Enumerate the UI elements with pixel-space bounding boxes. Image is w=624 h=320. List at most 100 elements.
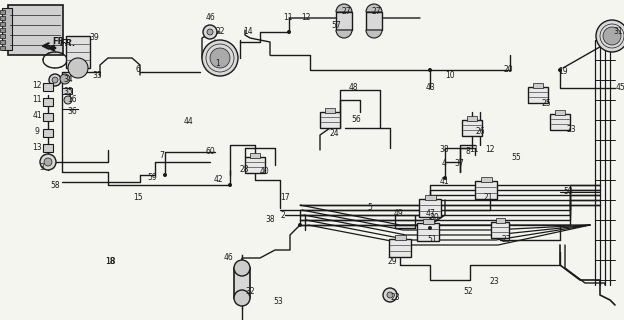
Text: 43: 43 bbox=[425, 84, 435, 92]
Wedge shape bbox=[336, 4, 352, 12]
Text: 7: 7 bbox=[160, 151, 165, 161]
Bar bbox=[43, 98, 53, 106]
Bar bbox=[66, 36, 90, 68]
Bar bbox=[0, 28, 5, 32]
Bar bbox=[389, 239, 411, 257]
Circle shape bbox=[203, 25, 217, 39]
Text: 42: 42 bbox=[213, 175, 223, 185]
Text: 11: 11 bbox=[469, 146, 479, 155]
Bar bbox=[425, 195, 436, 200]
Text: 25: 25 bbox=[541, 99, 551, 108]
Text: 46: 46 bbox=[205, 13, 215, 22]
Circle shape bbox=[298, 223, 302, 227]
Text: 18: 18 bbox=[105, 258, 115, 267]
Text: 56: 56 bbox=[351, 116, 361, 124]
Bar bbox=[234, 268, 250, 298]
Text: 12: 12 bbox=[301, 13, 311, 22]
Text: 34: 34 bbox=[63, 75, 73, 84]
Text: 27: 27 bbox=[371, 7, 381, 17]
Text: 45: 45 bbox=[615, 84, 624, 92]
Bar bbox=[0, 16, 5, 20]
Text: 49: 49 bbox=[394, 210, 404, 219]
Bar bbox=[533, 83, 543, 88]
Text: 38: 38 bbox=[439, 146, 449, 155]
Text: 18: 18 bbox=[105, 258, 115, 267]
Circle shape bbox=[558, 68, 562, 72]
Circle shape bbox=[202, 40, 238, 76]
Circle shape bbox=[64, 96, 72, 104]
Text: 58: 58 bbox=[50, 180, 60, 189]
Circle shape bbox=[68, 58, 88, 78]
Circle shape bbox=[383, 288, 397, 302]
Bar bbox=[475, 181, 497, 199]
Text: 24: 24 bbox=[329, 130, 339, 139]
Text: 30: 30 bbox=[429, 213, 439, 222]
Text: 15: 15 bbox=[133, 194, 143, 203]
Bar bbox=[417, 223, 439, 241]
Bar bbox=[467, 116, 477, 121]
Text: 11: 11 bbox=[32, 95, 42, 105]
Circle shape bbox=[163, 173, 167, 177]
Circle shape bbox=[234, 290, 250, 306]
Text: 8: 8 bbox=[466, 148, 470, 156]
Bar bbox=[0, 22, 5, 26]
Text: 17: 17 bbox=[280, 194, 290, 203]
Text: 35: 35 bbox=[63, 86, 73, 95]
Text: 9: 9 bbox=[34, 127, 39, 137]
Bar bbox=[336, 12, 352, 30]
Bar bbox=[481, 177, 492, 182]
Text: 19: 19 bbox=[558, 67, 568, 76]
Text: 22: 22 bbox=[215, 28, 225, 36]
Bar bbox=[0, 34, 5, 38]
Bar bbox=[2, 8, 12, 50]
Text: 33: 33 bbox=[92, 71, 102, 81]
Circle shape bbox=[387, 292, 393, 298]
Text: 40: 40 bbox=[259, 167, 269, 177]
Bar bbox=[43, 144, 53, 152]
Bar bbox=[43, 129, 53, 137]
Bar bbox=[555, 110, 565, 115]
Text: 60: 60 bbox=[205, 148, 215, 156]
Text: 32: 32 bbox=[245, 287, 255, 297]
Text: 5: 5 bbox=[368, 204, 373, 212]
Bar bbox=[325, 108, 335, 113]
Bar bbox=[528, 87, 548, 103]
Wedge shape bbox=[366, 30, 382, 38]
Bar bbox=[0, 10, 5, 14]
Circle shape bbox=[228, 183, 232, 187]
Text: 23: 23 bbox=[501, 236, 511, 244]
Text: 16: 16 bbox=[67, 95, 77, 105]
Text: 13: 13 bbox=[32, 143, 42, 153]
Text: 26: 26 bbox=[475, 127, 485, 137]
Text: 37: 37 bbox=[454, 159, 464, 169]
Text: 38: 38 bbox=[265, 215, 275, 225]
Bar bbox=[43, 113, 53, 121]
Circle shape bbox=[596, 20, 624, 52]
Text: 46: 46 bbox=[223, 253, 233, 262]
Circle shape bbox=[603, 27, 621, 45]
Circle shape bbox=[49, 74, 61, 86]
Text: 10: 10 bbox=[445, 70, 455, 79]
Text: 11: 11 bbox=[283, 13, 293, 22]
Bar bbox=[320, 112, 340, 128]
Bar bbox=[366, 12, 382, 30]
Text: 47: 47 bbox=[425, 210, 435, 219]
Text: 12: 12 bbox=[32, 81, 42, 90]
Text: 57: 57 bbox=[331, 21, 341, 30]
Text: 3: 3 bbox=[39, 163, 44, 172]
Text: 36: 36 bbox=[67, 108, 77, 116]
Text: FR.: FR. bbox=[60, 39, 77, 48]
Text: 48: 48 bbox=[348, 84, 358, 92]
Bar bbox=[462, 120, 482, 136]
Bar bbox=[0, 40, 5, 44]
Bar bbox=[62, 88, 72, 94]
Circle shape bbox=[207, 29, 213, 35]
Text: 23: 23 bbox=[390, 293, 400, 302]
Text: 14: 14 bbox=[243, 28, 253, 36]
Wedge shape bbox=[366, 4, 382, 12]
Text: 31: 31 bbox=[613, 28, 623, 36]
Text: 12: 12 bbox=[485, 146, 495, 155]
Text: 23: 23 bbox=[489, 277, 499, 286]
Bar bbox=[423, 219, 434, 224]
Bar bbox=[419, 199, 441, 217]
